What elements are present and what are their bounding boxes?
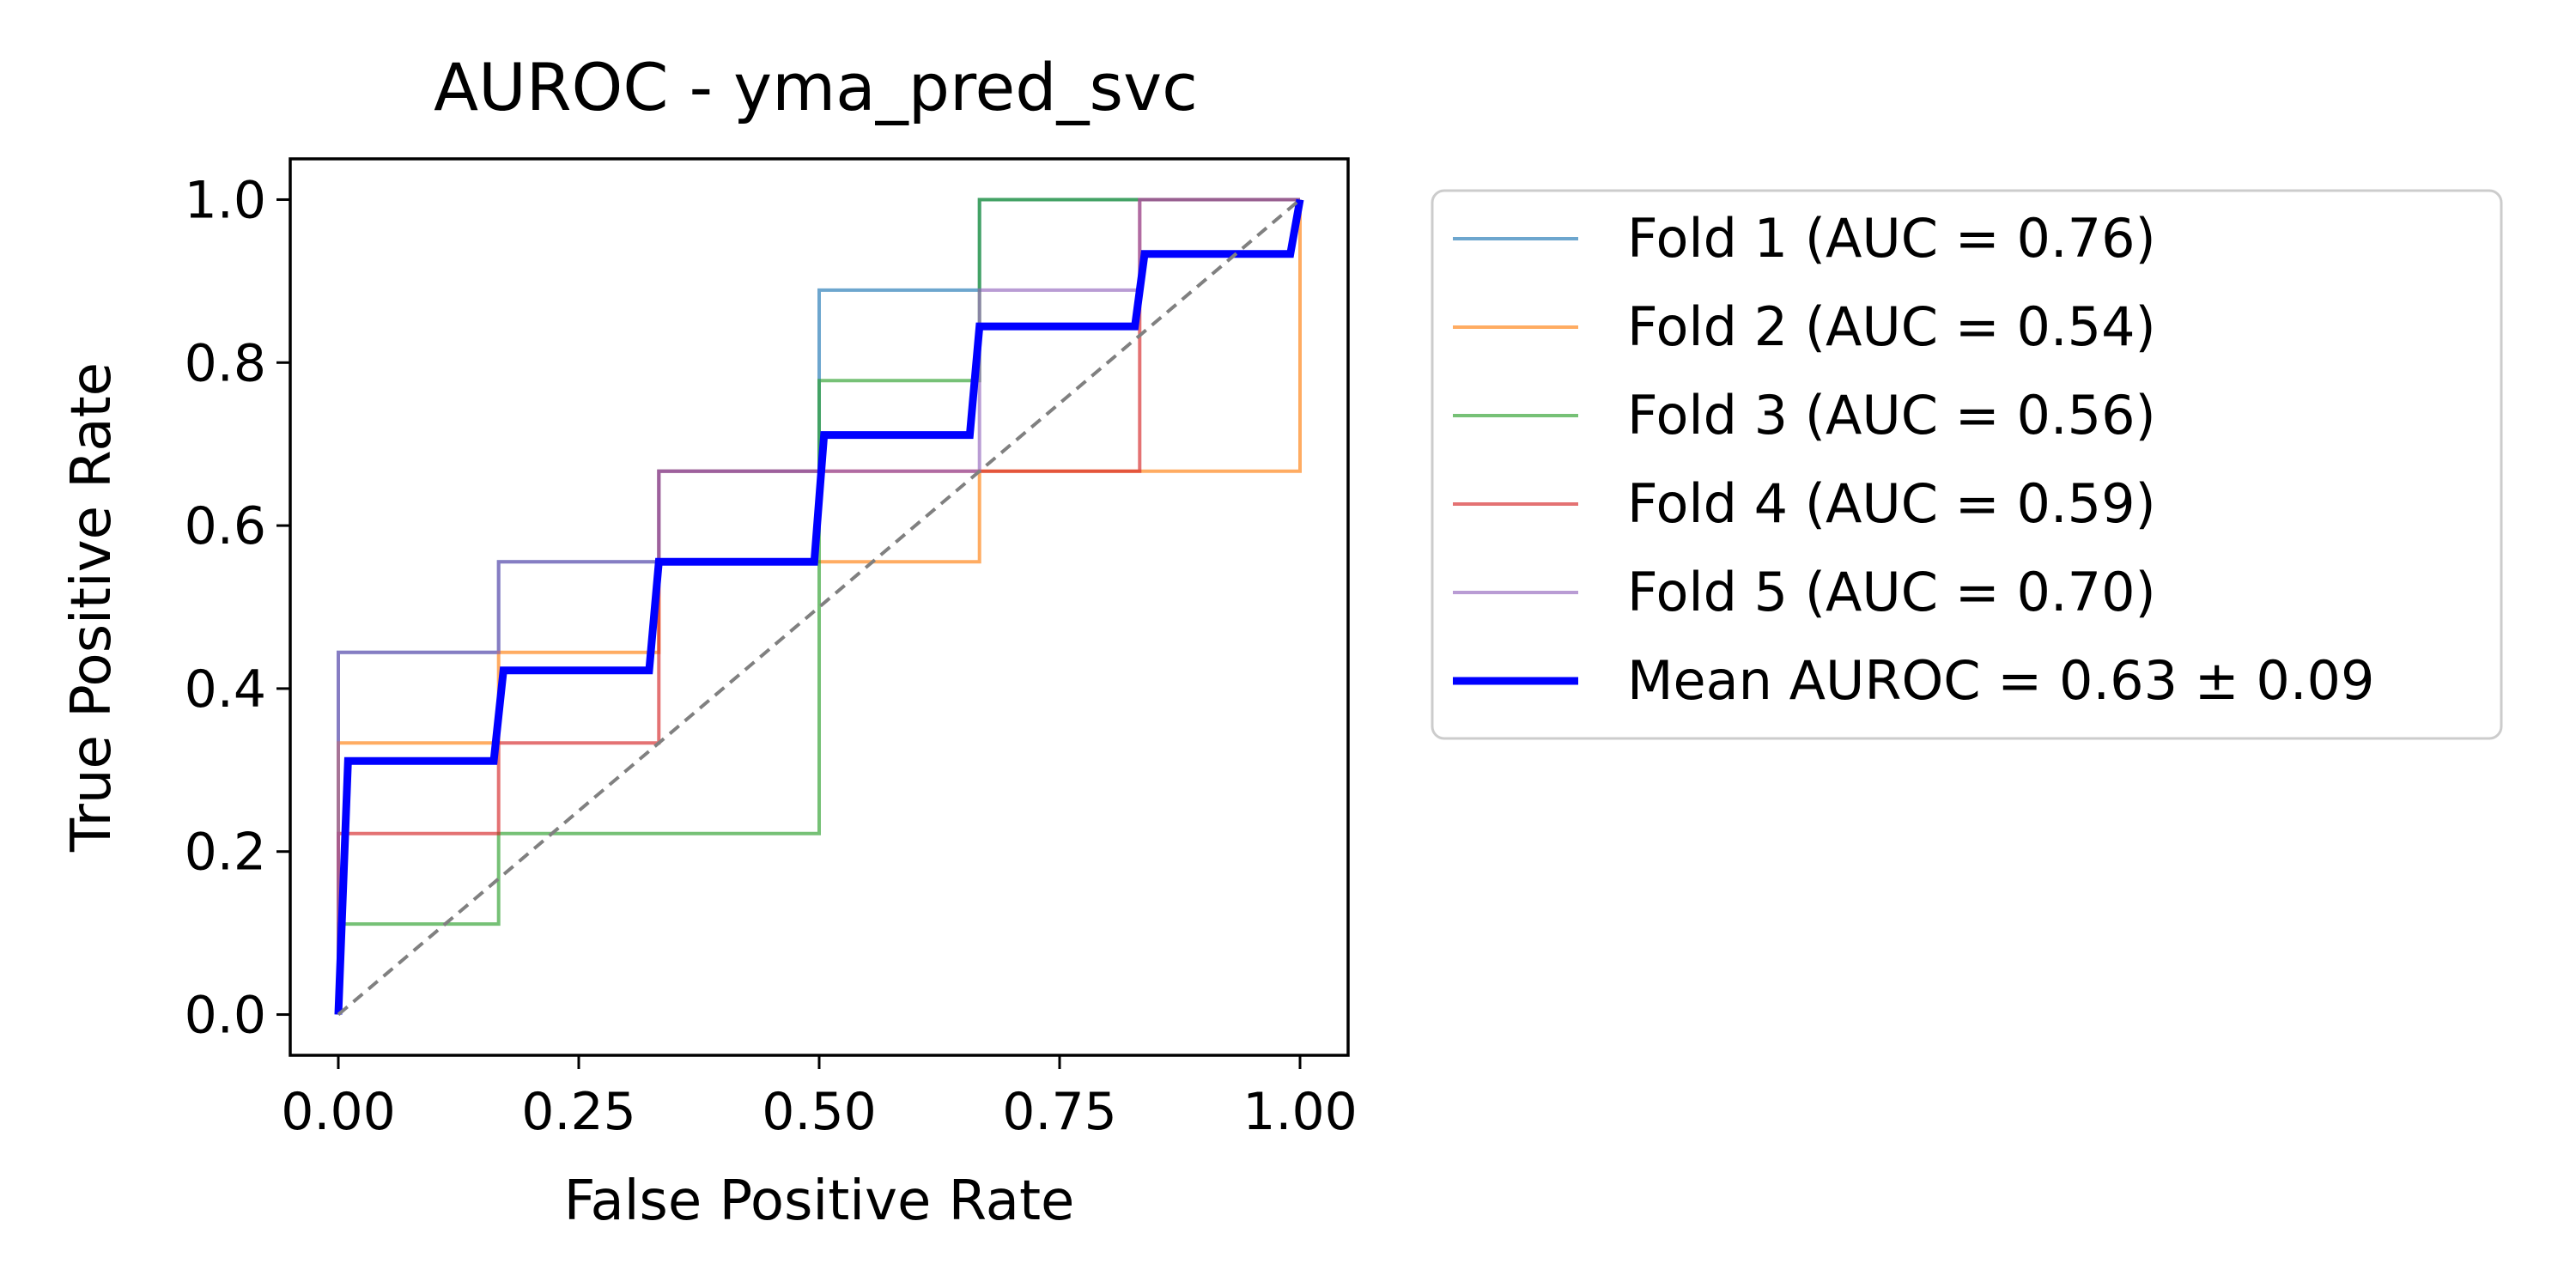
x-tick-label: 0.00 bbox=[281, 1082, 396, 1142]
legend-label: Fold 4 (AUC = 0.59) bbox=[1627, 472, 2156, 535]
x-axis-label: False Positive Rate bbox=[564, 1170, 1075, 1233]
x-tick-label: 1.00 bbox=[1242, 1082, 1358, 1142]
legend-frame bbox=[1431, 189, 2503, 740]
chance-diagonal-line bbox=[337, 197, 1302, 1017]
y-tick-label: 0.8 bbox=[185, 333, 266, 393]
legend-label: Fold 1 (AUC = 0.76) bbox=[1627, 207, 2156, 270]
y-tick-label: 1.0 bbox=[185, 170, 266, 230]
y-tick-label: 0.0 bbox=[185, 986, 266, 1046]
fold-roc-line-3 bbox=[337, 197, 1300, 1015]
legend-entries: Fold 1 (AUC = 0.76) Fold 2 (AUC = 0.54) Fo… bbox=[1453, 207, 2374, 712]
y-tick-label: 0.6 bbox=[185, 496, 266, 556]
x-tick-label: 0.50 bbox=[762, 1082, 877, 1142]
legend-label: Mean AUROC = 0.63 ± 0.09 bbox=[1627, 649, 2374, 712]
x-tick-label: 0.25 bbox=[521, 1082, 636, 1142]
x-tick-label: 0.75 bbox=[1002, 1082, 1117, 1142]
plot-frame bbox=[289, 157, 1350, 1057]
y-tick-label: 0.4 bbox=[185, 659, 266, 720]
legend-label: Fold 5 (AUC = 0.70) bbox=[1627, 561, 2156, 623]
legend-label: Fold 3 (AUC = 0.56) bbox=[1627, 384, 2156, 447]
y-axis-label: True Positive Rate bbox=[60, 362, 124, 853]
legend-label: Fold 2 (AUC = 0.54) bbox=[1627, 295, 2156, 358]
legend: Fold 1 (AUC = 0.76) Fold 2 (AUC = 0.54) Fo… bbox=[1431, 189, 2503, 740]
fold-roc-line-5 bbox=[337, 197, 1300, 1015]
mean-roc-line bbox=[334, 198, 1304, 1015]
chart-title: AUROC - yma_pred_svc bbox=[434, 49, 1198, 125]
plot-series bbox=[334, 197, 1304, 1017]
axis-ticks: 0.00 0.25 0.50 0.75 1.00 0.0 0.2 0.4 0.6 0.8 1.0 bbox=[185, 170, 1358, 1142]
y-tick-label: 0.2 bbox=[185, 823, 266, 883]
